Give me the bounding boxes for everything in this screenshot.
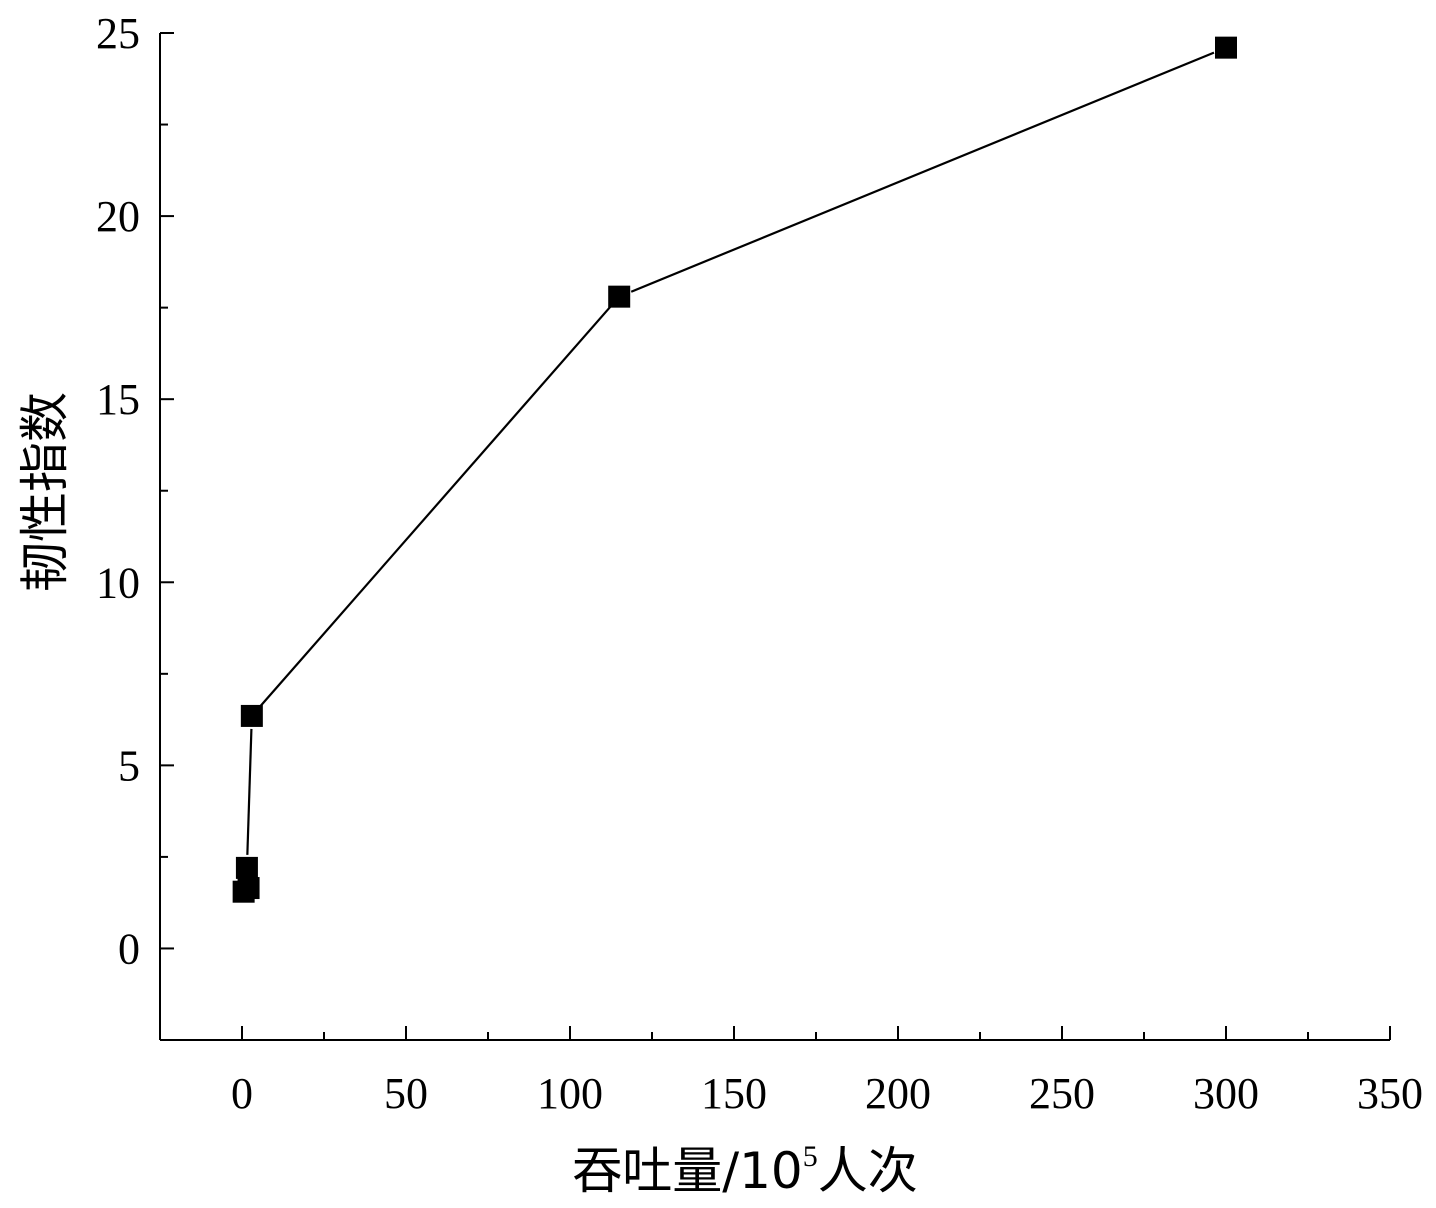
- x-axis-title-superscript: 5: [803, 1140, 818, 1173]
- x-tick-label: 50: [384, 1069, 428, 1118]
- x-tick-label: 300: [1193, 1069, 1259, 1118]
- y-tick-label: 5: [118, 741, 140, 790]
- data-point-marker: [235, 856, 258, 879]
- data-point-marker: [237, 877, 260, 900]
- y-tick-label: 0: [118, 924, 140, 973]
- data-point-marker: [240, 704, 263, 727]
- axes: [159, 33, 1390, 1041]
- markers: [232, 36, 1237, 903]
- y-tick-label: 15: [96, 375, 140, 424]
- x-tick-label: 0: [231, 1069, 253, 1118]
- series-segment: [630, 51, 1215, 293]
- x-axis-title-tail: 人次: [818, 1142, 918, 1200]
- x-axis-title-main: 吞吐量/10: [572, 1142, 802, 1200]
- y-tick-label: 20: [96, 192, 140, 241]
- ticks: [160, 32, 1391, 1040]
- series-segment: [259, 305, 612, 707]
- tick-labels: 0 50 100 150 200 250 300 350 0 5 10 15 20 25: [96, 9, 1423, 1118]
- x-tick-label: 350: [1357, 1069, 1423, 1118]
- data-point-marker: [1215, 36, 1237, 59]
- y-tick-label: 25: [96, 9, 140, 58]
- data-point-marker: [608, 285, 631, 308]
- x-axis-title: 吞吐量/105人次: [572, 1140, 917, 1200]
- series-segment: [246, 728, 253, 855]
- series-lines: [246, 51, 1215, 855]
- x-tick-label: 200: [865, 1069, 931, 1118]
- y-tick-label: 10: [96, 558, 140, 607]
- x-tick-label: 250: [1029, 1069, 1095, 1118]
- x-tick-label: 100: [537, 1069, 603, 1118]
- y-axis-title: 韧性指数: [16, 392, 74, 592]
- x-tick-label: 150: [701, 1069, 767, 1118]
